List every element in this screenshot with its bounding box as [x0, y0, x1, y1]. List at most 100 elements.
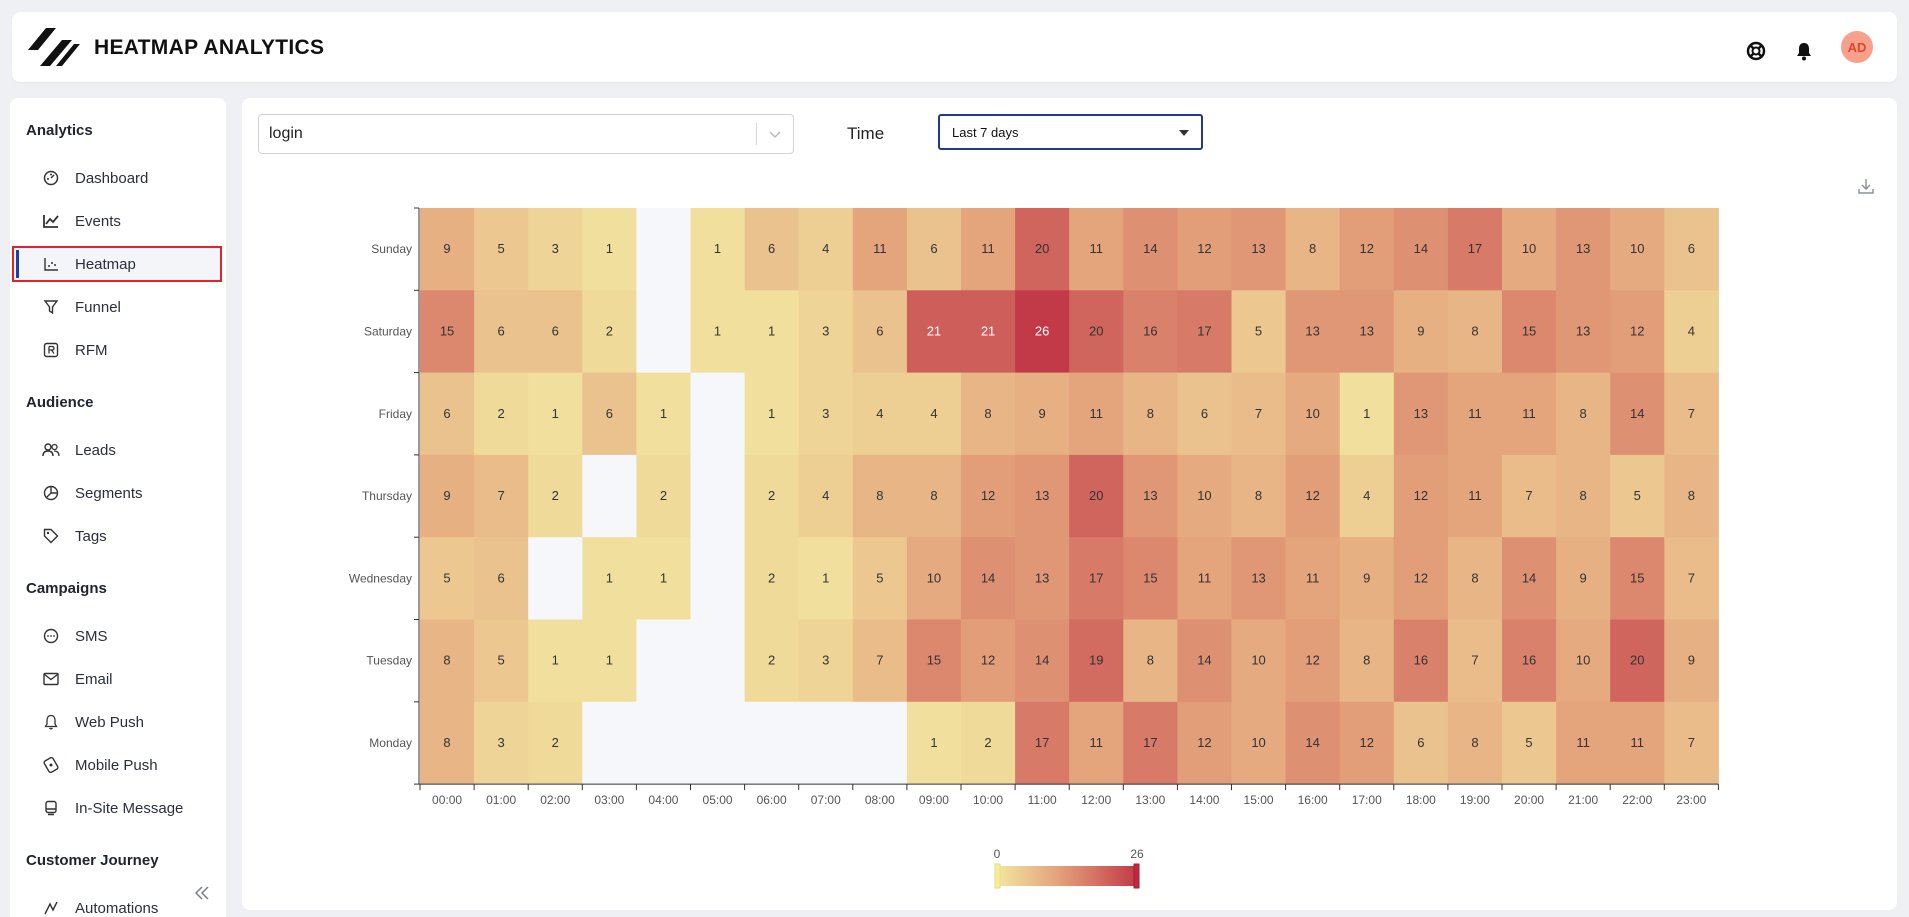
heatmap-cell — [744, 290, 800, 374]
cell-value-label: 2 — [984, 735, 991, 750]
download-icon[interactable] — [1856, 176, 1876, 196]
heatmap-cell — [1339, 454, 1395, 538]
funnel-icon — [42, 298, 60, 316]
heatmap-cell — [1393, 372, 1449, 456]
cell-value-label: 8 — [1363, 653, 1370, 668]
sidebar-item-heatmap[interactable]: Heatmap — [12, 246, 222, 282]
sidebar-item-label: Leads — [75, 441, 116, 459]
envelope-icon — [42, 670, 60, 688]
cell-value-label: 12 — [1305, 488, 1319, 503]
sidebar-item-leads[interactable]: Leads — [12, 432, 222, 468]
x-tick-label: 03:00 — [594, 793, 624, 807]
collapse-sidebar-icon[interactable] — [190, 881, 214, 905]
sidebar-item-tags[interactable]: Tags — [12, 518, 222, 554]
heatmap-cell — [1664, 619, 1719, 703]
heatmap-cell — [582, 537, 637, 620]
cell-value-label: 4 — [822, 241, 829, 256]
heatmap-cell — [582, 372, 637, 456]
cell-value-label: 15 — [1143, 570, 1157, 585]
cell-value-label: 6 — [1688, 241, 1695, 256]
cell-value-label: 10 — [1522, 241, 1536, 256]
cell-value-label: 3 — [552, 241, 559, 256]
cell-value-label: 11 — [873, 241, 887, 256]
chevron-down-icon — [769, 131, 781, 139]
sidebar-item-events[interactable]: Events — [12, 203, 222, 239]
heatmap-cell — [1447, 208, 1503, 291]
heatmap-cell — [1556, 454, 1611, 538]
sidebar-item-label: Funnel — [75, 298, 121, 316]
bell-icon[interactable] — [1793, 40, 1815, 62]
sidebar-item-funnel[interactable]: Funnel — [12, 289, 222, 325]
cell-value-label: 6 — [498, 570, 505, 585]
cell-value-label: 8 — [1471, 323, 1478, 338]
y-tick-label: Monday — [369, 736, 412, 750]
heatmap-cell — [744, 208, 800, 291]
help-lifebuoy-icon[interactable] — [1745, 40, 1767, 62]
x-tick-label: 16:00 — [1298, 793, 1328, 807]
heatmap-cell — [744, 619, 800, 703]
chat-bubble-icon — [42, 627, 60, 645]
event-select[interactable]: login — [258, 114, 794, 154]
heatmap-cell — [1664, 537, 1719, 620]
sidebar-item-sms[interactable]: SMS — [12, 618, 222, 654]
sidebar: Analytics Dashboard Events Heatmap Funne… — [10, 98, 226, 917]
sidebar-item-web-push[interactable]: Web Push — [12, 704, 222, 740]
heatmap-cell — [1664, 208, 1719, 291]
x-tick-label: 22:00 — [1622, 793, 1652, 807]
heatmap-cell — [636, 701, 691, 785]
x-tick-label: 00:00 — [432, 793, 462, 807]
heatmap-cell — [690, 619, 746, 703]
cell-value-label: 6 — [1417, 735, 1424, 750]
heatmap-cell — [1610, 537, 1665, 620]
sidebar-item-automations[interactable]: Automations — [12, 890, 222, 917]
sidebar-item-rfm[interactable]: RFM — [12, 332, 222, 368]
section-title-campaigns: Campaigns — [26, 580, 107, 597]
cell-value-label: 12 — [1197, 735, 1211, 750]
app-logo-icon — [28, 28, 80, 66]
cell-value-label: 1 — [606, 653, 613, 668]
y-tick-label: Wednesday — [349, 571, 412, 585]
cell-value-label: 20 — [1035, 241, 1049, 256]
cell-value-label: 5 — [443, 570, 450, 585]
heatmap-cell — [1447, 701, 1503, 785]
color-scale-min-label: 0 — [994, 847, 1001, 861]
x-tick-label: 10:00 — [973, 793, 1003, 807]
cell-value-label: 13 — [1576, 241, 1590, 256]
top-header: HEATMAP ANALYTICS AD — [12, 12, 1897, 82]
cell-value-label: 6 — [498, 323, 505, 338]
cell-value-label: 11 — [1631, 735, 1645, 750]
heatmap-cell — [1393, 537, 1449, 620]
heatmap-cell — [1285, 372, 1341, 456]
heatmap-cell — [1069, 372, 1124, 456]
sidebar-item-segments[interactable]: Segments — [12, 475, 222, 511]
cell-value-label: 21 — [927, 323, 941, 338]
heatmap-cell — [798, 454, 854, 538]
heatmap-cell — [1231, 537, 1287, 620]
heatmap-cell — [1393, 619, 1449, 703]
x-tick-label: 05:00 — [703, 793, 733, 807]
caret-down-icon — [1179, 130, 1189, 136]
cell-value-label: 17 — [1197, 323, 1211, 338]
cell-value-label: 7 — [498, 488, 505, 503]
heatmap-cell — [1285, 454, 1341, 538]
heatmap-cell — [690, 290, 746, 374]
heatmap-cell — [798, 619, 854, 703]
user-avatar[interactable]: AD — [1841, 31, 1873, 63]
cell-value-label: 5 — [498, 653, 505, 668]
sidebar-item-in-site-message[interactable]: In-Site Message — [12, 790, 222, 826]
cell-value-label: 8 — [1471, 570, 1478, 585]
sidebar-item-dashboard[interactable]: Dashboard — [12, 160, 222, 196]
sidebar-item-email[interactable]: Email — [12, 661, 222, 697]
cell-value-label: 2 — [768, 653, 775, 668]
cell-value-label: 9 — [1688, 653, 1695, 668]
heatmap-cell — [528, 537, 583, 620]
time-range-select[interactable]: Last 7 days — [938, 114, 1203, 150]
cell-value-label: 8 — [1580, 488, 1587, 503]
heatmap-cell — [1015, 372, 1070, 456]
heatmap-cell — [852, 290, 908, 374]
x-tick-label: 11:00 — [1028, 793, 1057, 807]
cell-value-label: 3 — [822, 653, 829, 668]
cell-value-label: 10 — [1251, 735, 1265, 750]
sidebar-item-mobile-push[interactable]: Mobile Push — [12, 747, 222, 783]
heatmap-chart: 9 5 3 1 1 6 4 11 6 11 20 11 14 12 13 8 12 14 17 10 13 10 615 6 6… — [349, 207, 1719, 889]
